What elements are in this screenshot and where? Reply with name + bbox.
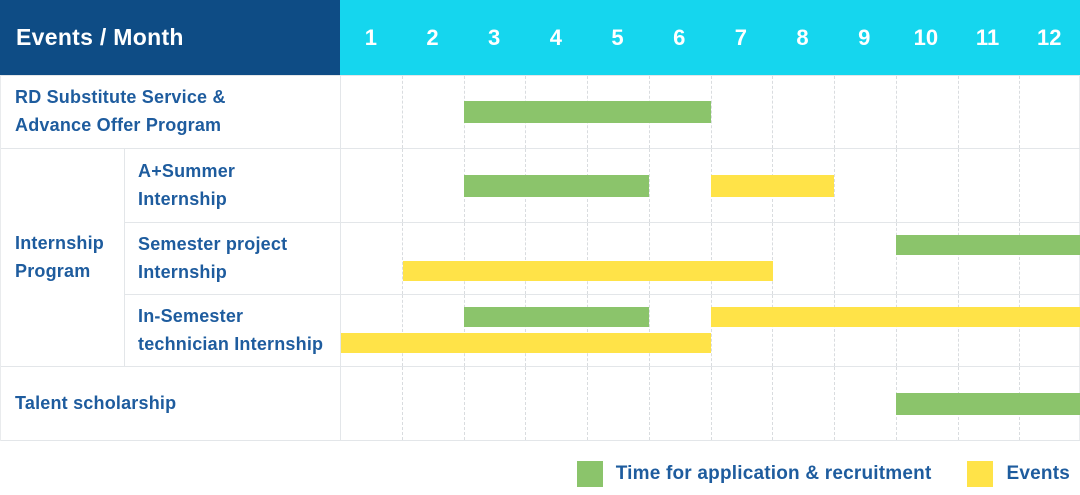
group-label-internship-program: Internship Program [1, 149, 125, 367]
month-label-4: 4 [549, 24, 562, 50]
month-gridlines [341, 223, 1080, 294]
green-bar-month-3-to-5 [464, 174, 650, 197]
yellow-bar-month-1-to-6 [341, 333, 711, 353]
row-label-semester-project: Semester project Internship [125, 223, 341, 295]
month-label-1: 1 [364, 24, 377, 50]
chart-row-rd-substitute [341, 76, 1080, 149]
month-label-12: 12 [1036, 24, 1062, 50]
row-label-talent-scholarship: Talent scholarship [1, 367, 341, 441]
green-swatch-icon [576, 461, 603, 487]
month-label-8: 8 [796, 24, 809, 50]
month-label-7: 7 [734, 24, 747, 50]
header-row: Events / Month 1 2 3 4 5 6 7 8 9 10 11 12 [0, 0, 1080, 75]
chart-row-in-semester-technician [341, 295, 1080, 367]
row-label-a-plus-summer: A+Summer Internship [125, 149, 341, 223]
chart-row-a-plus-summer [341, 149, 1080, 223]
row-label-in-semester-technician: In-Semester technician Internship [125, 295, 341, 367]
month-label-2: 2 [426, 24, 439, 50]
legend-label-application: Time for application & recruitment [615, 463, 932, 484]
month-header: 1 2 3 4 5 6 7 8 9 10 11 12 [340, 0, 1080, 75]
events-month-header: Events / Month [0, 0, 340, 75]
green-bar-month-10-to-12 [896, 392, 1080, 415]
legend-item-application: Time for application & recruitment [576, 461, 932, 487]
legend-label-events: Events [1006, 463, 1070, 484]
chart-row-semester-project [341, 223, 1080, 295]
row-label-rd-substitute: RD Substitute Service & Advance Offer Pr… [1, 76, 341, 149]
month-label-5: 5 [611, 24, 624, 50]
gantt-body: RD Substitute Service & Advance Offer Pr… [0, 75, 1080, 441]
yellow-swatch-icon [967, 461, 994, 487]
yellow-bar-month-2-to-7 [402, 261, 773, 281]
yellow-bar-month-7-to-8 [711, 174, 835, 197]
month-label-9: 9 [858, 24, 871, 50]
legend-item-events: Events [967, 461, 1070, 487]
month-label-3: 3 [488, 24, 501, 50]
month-label-10: 10 [913, 24, 939, 50]
green-bar-month-10-to-12 [896, 235, 1080, 255]
chart-row-talent-scholarship [341, 367, 1080, 441]
yellow-bar-month-7-to-12 [711, 307, 1080, 327]
month-label-11: 11 [975, 24, 1000, 50]
legend: Time for application & recruitment Event… [0, 441, 1080, 495]
month-label-6: 6 [673, 24, 686, 50]
green-bar-month-3-to-6 [464, 101, 711, 123]
month-gridlines [341, 295, 1080, 366]
green-bar-month-3-to-5 [464, 307, 650, 327]
